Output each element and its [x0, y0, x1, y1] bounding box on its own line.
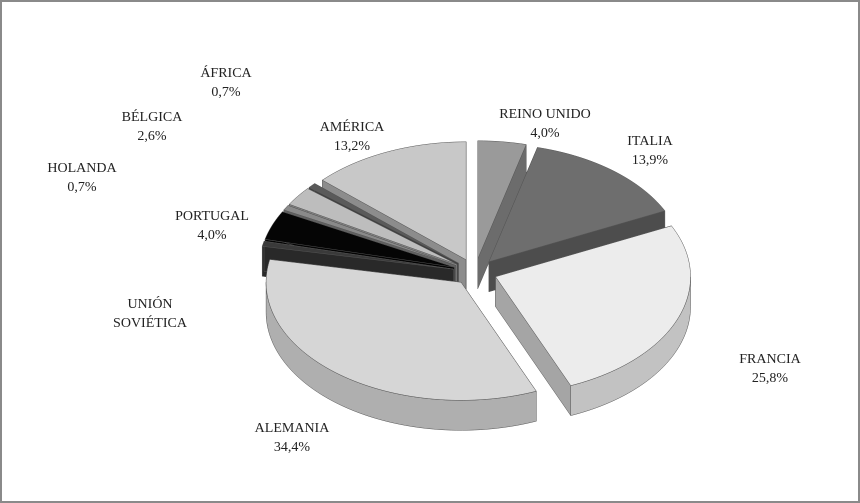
- slice-label: REINO UNIDO: [499, 107, 590, 122]
- slice-label: ITALIA: [627, 134, 673, 149]
- slice-label: HOLANDA: [47, 161, 117, 176]
- slice: [283, 205, 456, 266]
- slice: [477, 140, 527, 259]
- slice-label: UNIÓN SOVIÉTICA: [113, 295, 188, 331]
- slice: [264, 211, 455, 268]
- slice-label: FRANCIA: [739, 352, 801, 367]
- slice: [288, 188, 458, 265]
- slice-value-label: 4,0%: [530, 126, 560, 141]
- label-line: UNIÓN: [127, 295, 172, 312]
- slice-label: AMÉRICA: [320, 118, 385, 135]
- slice-value-label: 4,0%: [197, 228, 227, 243]
- slice: [308, 183, 459, 264]
- slice: [265, 259, 537, 401]
- slice-value-label: 0,7%: [67, 180, 97, 195]
- slice: [488, 147, 666, 263]
- slice-value-label: 2,6%: [137, 129, 167, 144]
- slice-label: ÁFRICA: [200, 64, 252, 81]
- slice-value-label: 13,9%: [632, 153, 669, 168]
- slice-value-label: 25,8%: [752, 371, 789, 386]
- slice: [321, 141, 467, 261]
- slice-value-label: 0,7%: [211, 85, 241, 100]
- slice-label: BÉLGICA: [122, 108, 184, 125]
- slice-value-label: 13,2%: [334, 139, 371, 154]
- slice: [495, 225, 691, 386]
- slice: [261, 240, 454, 270]
- slice-label: PORTUGAL: [175, 209, 249, 224]
- label-line: SOVIÉTICA: [113, 314, 188, 331]
- slice-label: ALEMANIA: [255, 421, 331, 436]
- slice-value-label: 34,4%: [274, 440, 311, 455]
